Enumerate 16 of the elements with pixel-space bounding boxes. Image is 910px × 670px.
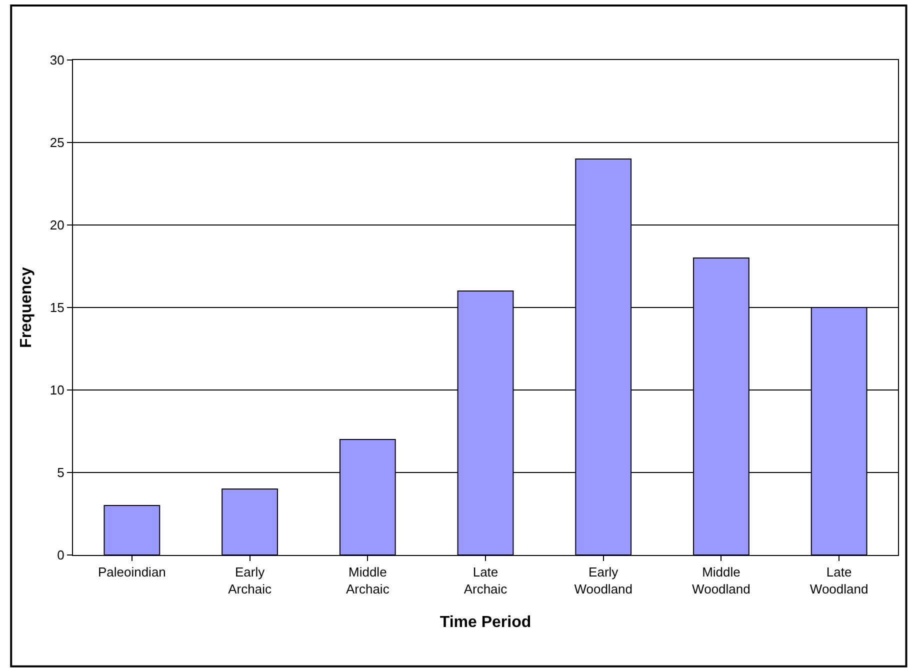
x-tick-label: Late Archaic: [464, 564, 508, 596]
y-tick-label: 30: [50, 52, 64, 68]
y-tick-label: 15: [50, 300, 64, 316]
y-tick-label: 5: [57, 465, 64, 480]
y-tick-label: 25: [50, 135, 64, 150]
y-tick-label: 10: [50, 382, 64, 398]
x-tick-label: Late Woodland: [810, 564, 868, 596]
y-tick-label: 20: [50, 218, 64, 233]
y-tick-label: 0: [57, 548, 64, 563]
x-tick-label: Paleoindian: [98, 564, 166, 580]
x-axis-title: Time Period: [440, 614, 532, 632]
x-tick-label: Middle Archaic: [346, 564, 390, 596]
x-tick-label: Early Woodland: [574, 564, 633, 596]
x-tick-label: Early Archaic: [228, 564, 272, 596]
x-tick-label: Middle Woodland: [692, 564, 750, 596]
y-axis-title: Frequency: [18, 266, 35, 348]
